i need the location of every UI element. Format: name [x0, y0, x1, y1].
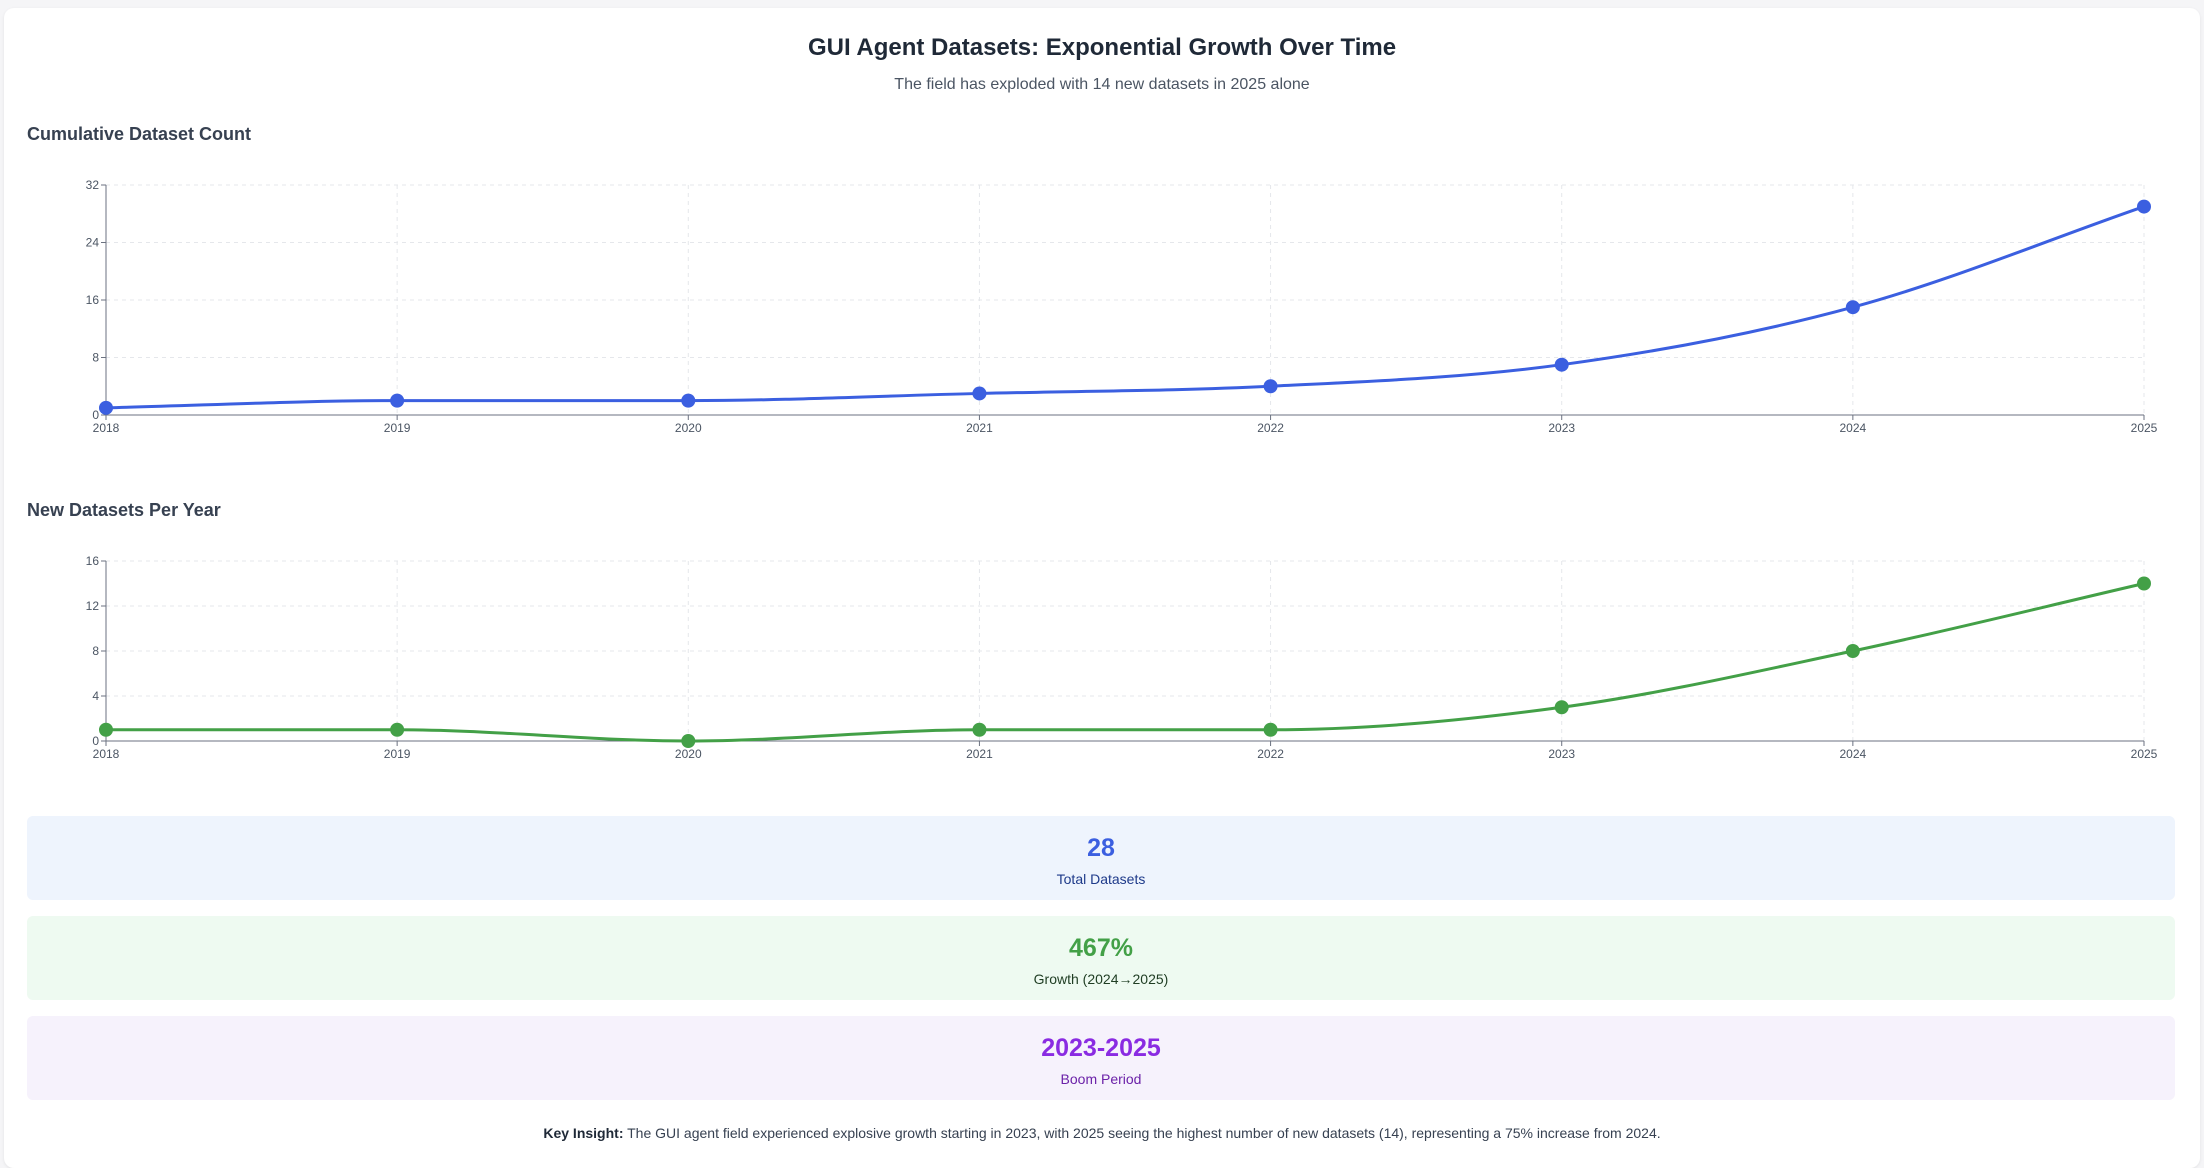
data-point: [972, 386, 987, 401]
x-tick-label: 2025: [2131, 747, 2158, 761]
x-tick-label: 2021: [966, 421, 993, 435]
y-tick-label: 16: [86, 293, 100, 307]
data-point: [681, 734, 696, 748]
key-insight-text: The GUI agent field experienced explosiv…: [627, 1125, 1661, 1141]
x-tick-label: 2025: [2131, 421, 2158, 435]
x-tick-label: 2022: [1257, 421, 1284, 435]
new-per-year-chart-title: New Datasets Per Year: [27, 500, 221, 520]
x-tick-label: 2024: [1840, 421, 1867, 435]
data-point: [2137, 199, 2151, 214]
key-insight: Key Insight: The GUI agent field experie…: [0, 1125, 2204, 1141]
stat-growth: 467% Growth (2024→2025): [27, 916, 2175, 1000]
y-tick-label: 0: [92, 408, 99, 422]
x-tick-label: 2018: [93, 747, 120, 761]
stat-value: 28: [1087, 834, 1115, 862]
data-point: [1263, 722, 1278, 737]
y-tick-label: 24: [86, 236, 100, 250]
x-tick-label: 2020: [675, 421, 702, 435]
key-insight-label: Key Insight:: [543, 1125, 624, 1141]
data-point: [972, 722, 987, 737]
data-point: [1845, 644, 1860, 658]
data-point: [2137, 576, 2151, 591]
x-tick-label: 2021: [966, 747, 993, 761]
stat-label: Boom Period: [1060, 1071, 1142, 1087]
stat-label: Growth (2024→2025): [1033, 971, 1169, 987]
stat-label: Total Datasets: [1056, 871, 1146, 887]
data-point: [1554, 357, 1569, 372]
page-title: GUI Agent Datasets: Exponential Growth O…: [807, 34, 1397, 61]
stat-total-datasets: 28 Total Datasets: [27, 816, 2175, 900]
x-tick-label: 2019: [384, 747, 411, 761]
stat-boom-period: 2023-2025 Boom Period: [27, 1016, 2175, 1100]
x-tick-label: 2023: [1548, 421, 1575, 435]
data-point: [99, 400, 113, 415]
cumulative-chart-title: Cumulative Dataset Count: [27, 124, 252, 144]
data-point: [390, 722, 405, 737]
y-tick-label: 32: [86, 178, 100, 192]
y-tick-label: 0: [92, 734, 99, 748]
y-tick-label: 8: [92, 351, 99, 365]
data-point: [1554, 700, 1569, 715]
x-tick-label: 2024: [1840, 747, 1867, 761]
data-point: [99, 722, 113, 737]
x-tick-label: 2023: [1548, 747, 1575, 761]
y-tick-label: 12: [86, 599, 100, 613]
stat-value: 467%: [1069, 934, 1133, 962]
x-tick-label: 2019: [384, 421, 411, 435]
data-point: [390, 393, 405, 408]
stat-value: 2023-2025: [1041, 1034, 1161, 1062]
series-line: [106, 582, 2145, 743]
data-point: [681, 393, 696, 408]
x-tick-label: 2020: [675, 747, 702, 761]
series-line: [105, 205, 2145, 410]
y-tick-label: 4: [92, 689, 99, 703]
page-subtitle: The field has exploded with 14 new datas…: [894, 76, 1310, 93]
data-point: [1845, 300, 1860, 315]
data-point: [1263, 379, 1278, 394]
y-tick-label: 16: [86, 554, 100, 568]
x-tick-label: 2018: [93, 421, 120, 435]
y-tick-label: 8: [92, 644, 99, 658]
x-tick-label: 2022: [1257, 747, 1284, 761]
